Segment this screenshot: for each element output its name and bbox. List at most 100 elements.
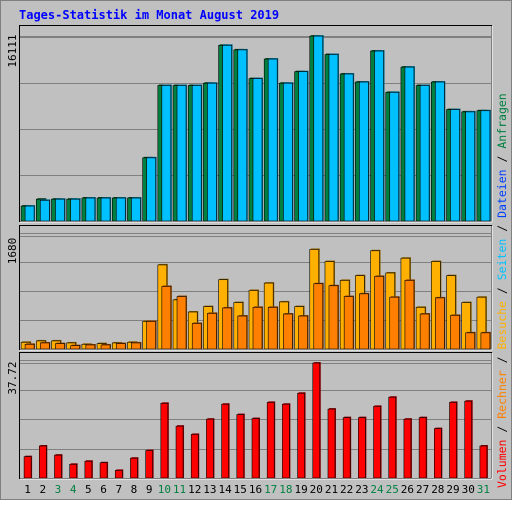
bar-rechner-day-22 <box>343 296 354 350</box>
bar-seiten-day-6 <box>100 197 111 222</box>
bar-rechner-day-27 <box>419 313 430 350</box>
bar-rechner-day-21 <box>328 285 339 350</box>
x-tick-label: 8 <box>131 483 138 496</box>
bar-rechner-day-30 <box>465 332 476 350</box>
y-max-label: 37.72 <box>6 361 19 394</box>
legend-separator: / <box>495 149 509 170</box>
bar-volumen-day-9 <box>145 450 153 479</box>
bar-volumen-day-2 <box>38 445 47 479</box>
x-tick-label: 5 <box>85 483 92 496</box>
legend-item-seiten: Seiten <box>495 239 509 281</box>
legend-vertical: Volumen / Rechner / Besuche / Seiten / D… <box>495 93 509 488</box>
bar-seiten-day-20 <box>313 35 324 222</box>
bar-rechner-day-16 <box>252 306 263 350</box>
bar-volumen-day-14 <box>221 403 229 479</box>
bar-volumen-day-27 <box>418 417 427 479</box>
bar-rechner-day-12 <box>191 323 202 350</box>
legend-item-anfragen: Anfragen <box>495 93 509 148</box>
bar-volumen-day-22 <box>342 417 351 479</box>
legend-separator: / <box>495 419 509 440</box>
bar-volumen-day-28 <box>434 428 442 479</box>
panel-bottom: 37.72 <box>6 352 493 480</box>
y-max-label: 1680 <box>6 238 19 265</box>
bar-seiten-day-17 <box>267 58 278 222</box>
x-tick-label: 10 <box>158 483 171 496</box>
legend-item-volumen: Volumen <box>495 440 509 488</box>
bar-seiten-day-7 <box>115 197 126 222</box>
bar-seiten-day-23 <box>359 81 369 222</box>
bar-seiten-day-9 <box>146 157 156 222</box>
x-tick-label: 1 <box>24 483 31 496</box>
bar-volumen-day-12 <box>190 434 199 479</box>
bar-seiten-day-5 <box>85 197 96 222</box>
bar-volumen-day-19 <box>297 392 305 479</box>
series-seiten <box>24 35 491 222</box>
bar-volumen-day-21 <box>327 408 336 479</box>
legend-text: Volumen / Rechner / Besuche / Seiten / D… <box>495 93 509 488</box>
bar-seiten-day-28 <box>435 81 445 222</box>
bar-volumen-day-4 <box>69 463 77 479</box>
bar-seiten-day-4 <box>70 198 80 222</box>
bar-volumen-day-5 <box>84 460 93 479</box>
x-tick-label: 9 <box>146 483 153 496</box>
bar-volumen-day-30 <box>464 400 473 479</box>
bar-rechner-day-31 <box>480 332 491 350</box>
bar-volumen-day-10 <box>160 403 169 479</box>
x-tick-label: 25 <box>386 483 399 496</box>
legend-separator: / <box>495 218 509 239</box>
bar-rechner-day-9 <box>146 321 156 350</box>
bar-rechner-day-29 <box>450 315 460 350</box>
bar-rechner-day-7 <box>115 343 126 350</box>
bar-rechner-day-19 <box>298 315 308 350</box>
bar-volumen-day-25 <box>388 396 397 479</box>
bar-rechner-day-15 <box>237 315 248 350</box>
bar-seiten-day-22 <box>343 73 354 222</box>
series-volumen <box>23 362 488 479</box>
x-tick-label: 3 <box>55 483 62 496</box>
bar-seiten-day-19 <box>298 71 308 222</box>
x-tick-label: 20 <box>310 483 323 496</box>
legend-item-dateien: Dateien <box>495 169 509 217</box>
bar-rechner-day-24 <box>374 276 384 350</box>
bar-rechner-day-6 <box>100 344 111 350</box>
x-tick-label: 7 <box>115 483 122 496</box>
legend-separator: / <box>495 350 509 371</box>
bar-volumen-day-3 <box>54 454 62 479</box>
chart-panels: 16111 1680 37.72 <box>6 25 493 480</box>
bar-seiten-day-30 <box>465 111 476 222</box>
x-tick-label: 29 <box>446 483 459 496</box>
x-tick-label: 4 <box>70 483 77 496</box>
x-tick-label: 22 <box>340 483 353 496</box>
bar-rechner-day-17 <box>267 306 278 350</box>
bar-rechner-day-25 <box>389 296 400 350</box>
x-tick-label: 16 <box>249 483 262 496</box>
bar-rechner-day-13 <box>207 313 217 350</box>
panel-middle: 1680 <box>6 225 493 351</box>
bar-volumen-day-18 <box>282 403 290 479</box>
bar-volumen-day-13 <box>206 418 214 479</box>
bar-rechner-day-3 <box>55 343 65 350</box>
bar-rechner-day-20 <box>313 283 324 350</box>
bar-seiten-day-2 <box>39 200 50 222</box>
x-tick-label: 27 <box>416 483 429 496</box>
bar-volumen-day-20 <box>312 362 321 479</box>
bar-seiten-day-16 <box>252 78 263 222</box>
bar-seiten-day-31 <box>480 110 491 222</box>
x-tick-label: 2 <box>39 483 46 496</box>
x-tick-label: 21 <box>325 483 338 496</box>
bar-seiten-day-24 <box>374 50 384 222</box>
bar-volumen-day-1 <box>23 456 32 479</box>
bar-rechner-day-28 <box>435 297 445 350</box>
x-tick-label: 24 <box>370 483 384 496</box>
x-tick-label: 14 <box>218 483 232 496</box>
bar-rechner-day-4 <box>70 345 80 350</box>
x-tick-label: 23 <box>355 483 368 496</box>
bar-seiten-day-27 <box>419 85 430 222</box>
chart-title: Tages-Statistik im Monat August 2019 <box>19 8 279 22</box>
bar-rechner-day-11 <box>176 296 187 350</box>
bar-seiten-day-29 <box>450 109 460 222</box>
panel-top: 16111 <box>6 25 493 223</box>
bar-volumen-day-15 <box>236 414 245 479</box>
bar-seiten-day-8 <box>131 197 141 222</box>
